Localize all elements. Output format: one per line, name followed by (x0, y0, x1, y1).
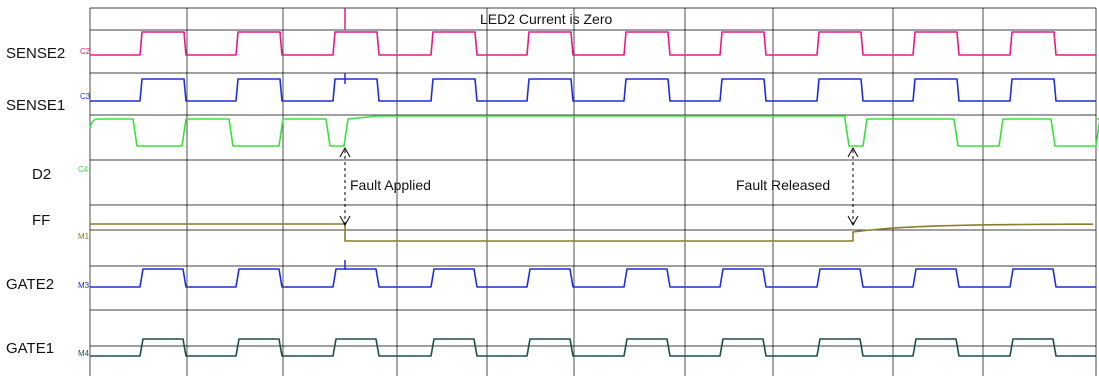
label-ff: FF (32, 212, 50, 229)
label-d2: D2 (32, 166, 51, 183)
channel-labels: SENSE2 SENSE1 D2 FF GATE2 GATE1 (6, 45, 65, 357)
fault-applied-label: Fault Applied (350, 177, 431, 193)
fault-released-label: Fault Released (736, 177, 830, 193)
graticule (89, 7, 1097, 376)
label-sense2: SENSE2 (6, 45, 65, 62)
marker-c4: C4 (78, 165, 89, 174)
fault-released-arrowhead-up (847, 146, 859, 158)
trace-sense2 (90, 31, 1096, 56)
led2-zero-note: LED2 Current is Zero (480, 11, 612, 27)
trace-d2 (89, 115, 1099, 147)
marker-c2: C2 (80, 47, 91, 56)
trace-gate1 (90, 338, 1096, 357)
fault-applied-arrowhead-up (339, 146, 351, 158)
channel-markers: C2 C3 C4 M1 M3 M4 (78, 47, 91, 358)
label-gate2: GATE2 (6, 276, 54, 293)
marker-m3: M3 (78, 281, 90, 290)
fault-applied-arrowhead-down (339, 215, 351, 227)
annotations: LED2 Current is Zero Fault Applied Fault… (339, 8, 859, 270)
trace-ff (90, 223, 1094, 242)
label-gate1: GATE1 (6, 340, 54, 357)
label-sense1: SENSE1 (6, 97, 65, 114)
trace-sense1 (90, 78, 1096, 102)
marker-m1: M1 (78, 232, 90, 241)
traces (89, 31, 1099, 357)
fault-released-arrowhead-down (847, 215, 859, 227)
marker-c3: C3 (80, 92, 91, 101)
trace-gate2 (90, 268, 1096, 288)
marker-m4: M4 (78, 349, 90, 358)
